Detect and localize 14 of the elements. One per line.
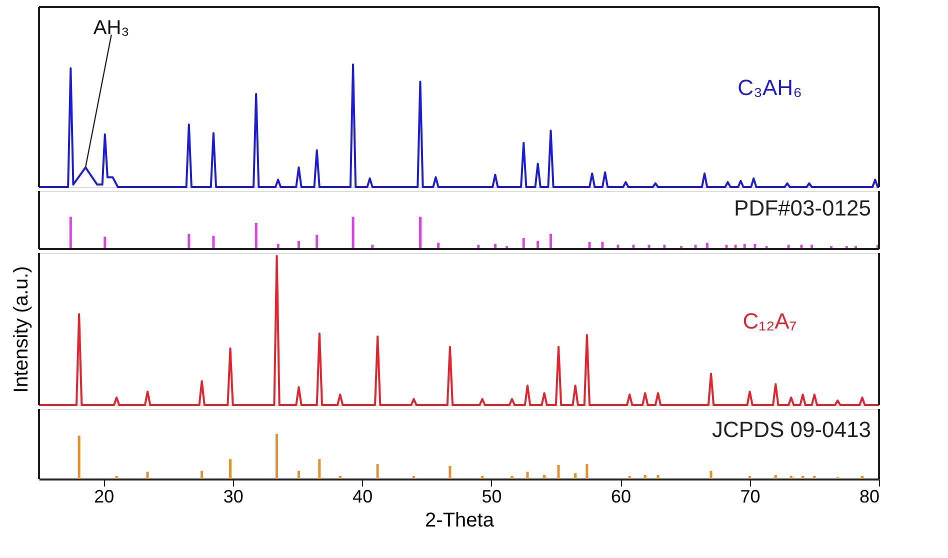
annotation: AH₃ bbox=[93, 16, 130, 39]
text: C₃AH₆ bbox=[738, 75, 802, 100]
series-label: PDF#03-0125 bbox=[734, 195, 871, 220]
x-tick-label: 60 bbox=[611, 486, 632, 506]
y-axis-title: Intensity (a.u.) bbox=[10, 266, 32, 393]
series-label: JCPDS 09-0413 bbox=[712, 417, 871, 442]
x-tick-label: 80 bbox=[859, 486, 880, 506]
x-axis-title: 2-Theta bbox=[425, 510, 495, 532]
x-tick-label: 70 bbox=[740, 486, 760, 506]
x-tick-label: 30 bbox=[223, 486, 244, 506]
x-tick-label: 50 bbox=[482, 486, 502, 506]
text: C₁₂A₇ bbox=[742, 308, 797, 334]
x-tick-label: 20 bbox=[94, 486, 114, 506]
x-tick-label: 40 bbox=[352, 486, 373, 506]
